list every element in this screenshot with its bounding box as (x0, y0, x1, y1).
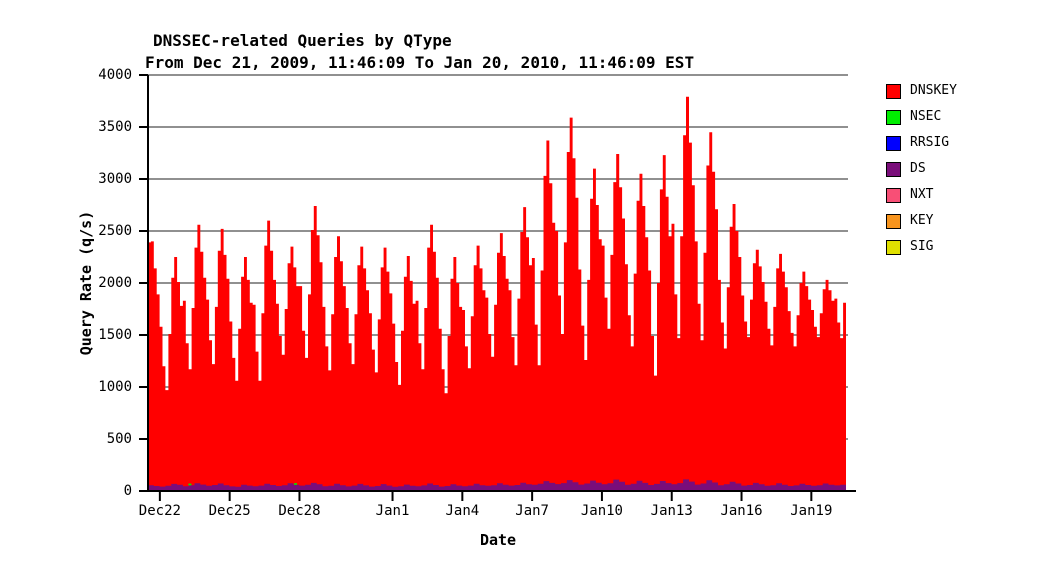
legend-item-sig: SIG (886, 239, 957, 255)
chart-subtitle: From Dec 21, 2009, 11:46:09 To Jan 20, 2… (145, 53, 695, 72)
y-tick-label-0: 0 (123, 483, 132, 499)
legend-item-nsec: NSEC (886, 109, 957, 125)
legend-item-dnskey: DNSKEY (886, 83, 957, 99)
y-tick-label-2500: 2500 (98, 223, 132, 239)
x-tick-label-Jan7: Jan7 (515, 503, 549, 519)
legend-item-ds: DS (886, 161, 957, 177)
legend-label-dnskey: DNSKEY (910, 83, 957, 98)
x-tick-label-Dec28: Dec28 (278, 503, 321, 519)
legend-label-rrsig: RRSIG (910, 135, 950, 150)
legend-label-ds: DS (910, 161, 926, 176)
x-axis-label: Date (479, 531, 517, 549)
legend-label-nxt: NXT (910, 187, 934, 202)
y-tick-label-4000: 4000 (98, 67, 132, 83)
x-tick-label-Jan4: Jan4 (445, 503, 480, 519)
legend-label-nsec: NSEC (910, 109, 942, 124)
y-tick-label-2000: 2000 (98, 275, 132, 291)
x-tick-label-Jan16: Jan16 (720, 503, 763, 519)
y-tick-label-1500: 1500 (98, 327, 132, 343)
x-tick-label-Jan19: Jan19 (790, 503, 833, 519)
x-tick-label-Jan10: Jan10 (580, 503, 623, 519)
legend-label-sig: SIG (910, 239, 934, 254)
y-tick-label-500: 500 (106, 431, 132, 447)
legend-swatch-nxt (886, 187, 901, 203)
legend: DNSKEY NSEC RRSIG DS NXT KEY SIG (886, 83, 957, 255)
y-tick-label-3000: 3000 (98, 171, 132, 187)
legend-label-key: KEY (910, 213, 934, 228)
area-nsec-speck (188, 483, 192, 486)
legend-swatch-ds (886, 161, 901, 177)
legend-item-key: KEY (886, 213, 957, 229)
legend-swatch-dnskey (886, 83, 901, 99)
legend-item-rrsig: RRSIG (886, 135, 957, 151)
legend-swatch-rrsig (886, 135, 901, 151)
legend-item-nxt: NXT (886, 187, 957, 203)
x-tick-label-Dec22: Dec22 (138, 503, 181, 519)
x-tick-label-Jan13: Jan13 (650, 503, 693, 519)
legend-swatch-key (886, 213, 901, 229)
area-nsec-speck (294, 483, 297, 485)
legend-swatch-nsec (886, 109, 901, 125)
legend-swatch-sig (886, 239, 901, 255)
y-tick-label-1000: 1000 (98, 379, 132, 395)
area-dnskey (148, 96, 846, 492)
chart-title: DNSSEC-related Queries by QType (153, 31, 452, 50)
x-tick-label-Jan1: Jan1 (375, 503, 410, 519)
area-ds (148, 479, 846, 491)
x-tick-label-Dec25: Dec25 (208, 503, 251, 519)
y-tick-label-3500: 3500 (98, 119, 132, 135)
